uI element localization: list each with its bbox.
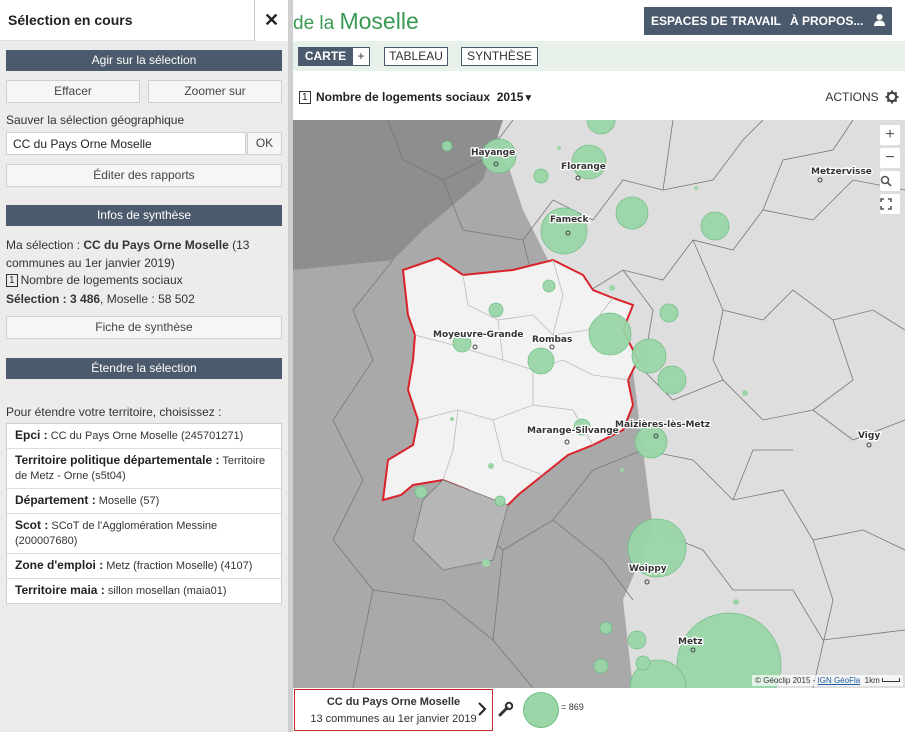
selection-summary-sub: 13 communes au 1er janvier 2019: [310, 713, 477, 725]
act-on-selection-header: Agir sur la sélection: [6, 50, 282, 71]
ok-button[interactable]: OK: [247, 132, 282, 155]
about-link[interactable]: À PROPOS...: [790, 14, 864, 28]
zoom-to-button[interactable]: Zoomer sur: [148, 80, 282, 103]
actions-menu[interactable]: ACTIONS: [825, 90, 899, 107]
caret-down-icon[interactable]: ▼: [523, 93, 534, 104]
selection-summary[interactable]: CC du Pays Orne Moselle 13 communes au 1…: [294, 689, 493, 731]
brand-name: Moselle: [339, 8, 419, 34]
save-selection-label: Sauver la sélection géographique: [6, 113, 185, 127]
legend-bubble: [523, 692, 559, 728]
save-selection-input[interactable]: CC du Pays Orne Moselle: [6, 132, 246, 155]
top-nav: ESPACES DE TRAVAIL À PROPOS...: [644, 7, 892, 35]
legend-value: = 869: [561, 702, 584, 712]
my-selection-name: CC du Pays Orne Moselle: [83, 238, 229, 252]
place-label: Florange: [561, 162, 606, 172]
indicator-bar: 1 Nombre de logements sociaux 2015▼ ACTI…: [293, 71, 905, 120]
territory-list: Epci : CC du Pays Orne Moselle (24570127…: [6, 423, 282, 604]
place-label: Fameck: [550, 215, 590, 225]
close-icon[interactable]: ✕: [254, 0, 288, 41]
territory-value: Moselle (57): [98, 495, 160, 507]
edit-reports-button[interactable]: Éditer des rapports: [6, 164, 282, 187]
add-map-button[interactable]: +: [352, 47, 370, 66]
attribution-link[interactable]: IGN GéoFla: [817, 676, 861, 685]
extend-prompt: Pour étendre votre territoire, choisisse…: [6, 405, 222, 419]
indicator-name: Nombre de logements sociaux: [20, 273, 183, 287]
territory-label: Scot :: [15, 518, 49, 532]
actions-label: ACTIONS: [825, 90, 879, 104]
panel-resize-handle[interactable]: [288, 0, 293, 732]
place-label: Metz: [678, 637, 703, 647]
scale-bar: [882, 678, 900, 682]
selection-values: Sélection : 3 486, Moselle : 58 502: [6, 292, 195, 306]
map-attribution: © Géoclip 2015 - IGN GéoFla 1km: [752, 675, 903, 686]
selection-panel: Sélection en cours ✕ Agir sur la sélecti…: [0, 0, 288, 732]
place-label: Maizières-lès-Metz: [615, 419, 710, 430]
my-selection-text: Ma sélection : CC du Pays Orne Moselle (…: [6, 236, 282, 272]
place-label: Metzervisse: [811, 167, 872, 177]
territory-label: Zone d'emploi :: [15, 558, 104, 572]
tab-map[interactable]: CARTE: [298, 47, 353, 66]
wrench-icon[interactable]: [498, 701, 514, 720]
workspaces-link[interactable]: ESPACES DE TRAVAIL: [651, 14, 782, 28]
panel-title: Sélection en cours: [8, 12, 133, 28]
territory-label: Département :: [15, 493, 96, 507]
map-canvas[interactable]: Hayange Florange Metzervisse Fameck Moye…: [293, 120, 905, 688]
indicator-year[interactable]: 2015: [496, 90, 524, 104]
search-icon[interactable]: [880, 171, 900, 191]
place-label: Moyeuvre-Grande: [433, 330, 524, 340]
territory-label: Territoire politique départementale :: [15, 453, 220, 467]
view-tabs: CARTE + TABLEAU SYNTHÈSE: [293, 41, 905, 71]
place-label: Hayange: [471, 148, 515, 158]
gear-icon[interactable]: [885, 90, 899, 107]
moselle-value: , Moselle : 58 502: [100, 292, 195, 306]
my-selection-prefix: Ma sélection :: [6, 238, 84, 252]
fullscreen-icon[interactable]: [880, 194, 900, 214]
indicator-line: 1 Nombre de logements sociaux: [6, 273, 183, 287]
selection-value: Sélection : 3 486: [6, 292, 101, 306]
territory-value: SCoT de l'Agglomération Messine (2000076…: [15, 520, 218, 547]
territory-label: Territoire maia :: [15, 583, 105, 597]
site-brand: de la Moselle: [293, 8, 419, 35]
zoom-out-button[interactable]: −: [880, 148, 900, 168]
map-footer: CC du Pays Orne Moselle 13 communes au 1…: [293, 688, 905, 732]
territory-item-maia[interactable]: Territoire maia : sillon mosellan (maia0…: [7, 579, 281, 603]
territory-label: Epci :: [15, 428, 48, 442]
indicator-selector[interactable]: Nombre de logements sociaux 2015▼: [316, 90, 533, 104]
indicator-label: Nombre de logements sociaux: [316, 90, 491, 104]
tab-table[interactable]: TABLEAU: [384, 47, 448, 66]
brand-prefix: de la: [293, 13, 340, 34]
territory-value: Territoire de Metz - Orne (s5t04): [15, 455, 266, 482]
territory-item-scot[interactable]: Scot : SCoT de l'Agglomération Messine (…: [7, 514, 281, 554]
territory-item-employment-zone[interactable]: Zone d'emploi : Metz (fraction Moselle) …: [7, 554, 281, 579]
my-selection-suffix: (13 communes au 1er janvier 2019): [6, 238, 250, 270]
place-label: Vigy: [858, 431, 880, 441]
territory-value: sillon mosellan (maia01): [107, 585, 227, 597]
place-label: Rombas: [532, 335, 572, 345]
territory-item-political[interactable]: Territoire politique départementale : Te…: [7, 449, 281, 489]
chevron-right-icon[interactable]: [477, 701, 487, 720]
clear-button[interactable]: Effacer: [6, 80, 140, 103]
territory-value: CC du Pays Orne Moselle (245701271): [50, 430, 244, 442]
place-label: Woippy: [629, 564, 667, 574]
extend-selection-header: Étendre la sélection: [6, 358, 282, 379]
synthesis-card-button[interactable]: Fiche de synthèse: [6, 316, 282, 339]
tab-synthesis[interactable]: SYNTHÈSE: [461, 47, 538, 66]
synthesis-info-header: Infos de synthèse: [6, 205, 282, 226]
territory-item-department[interactable]: Département : Moselle (57): [7, 489, 281, 514]
scale-label: 1km: [864, 676, 880, 685]
territory-value: Metz (fraction Moselle) (4107): [106, 560, 253, 572]
zoom-in-button[interactable]: +: [880, 125, 900, 145]
indicator-number-badge: 1: [299, 91, 311, 104]
territory-item-epci[interactable]: Epci : CC du Pays Orne Moselle (24570127…: [7, 424, 281, 449]
indicator-number-badge: 1: [6, 274, 18, 287]
panel-header: Sélection en cours ✕: [0, 0, 288, 41]
map-view[interactable]: Hayange Florange Metzervisse Fameck Moye…: [293, 120, 905, 688]
place-label: Marange-Silvange: [527, 426, 619, 436]
attribution-text: © Géoclip 2015 -: [755, 676, 818, 685]
user-icon[interactable]: [873, 13, 886, 30]
selection-summary-title: CC du Pays Orne Moselle: [326, 696, 461, 708]
